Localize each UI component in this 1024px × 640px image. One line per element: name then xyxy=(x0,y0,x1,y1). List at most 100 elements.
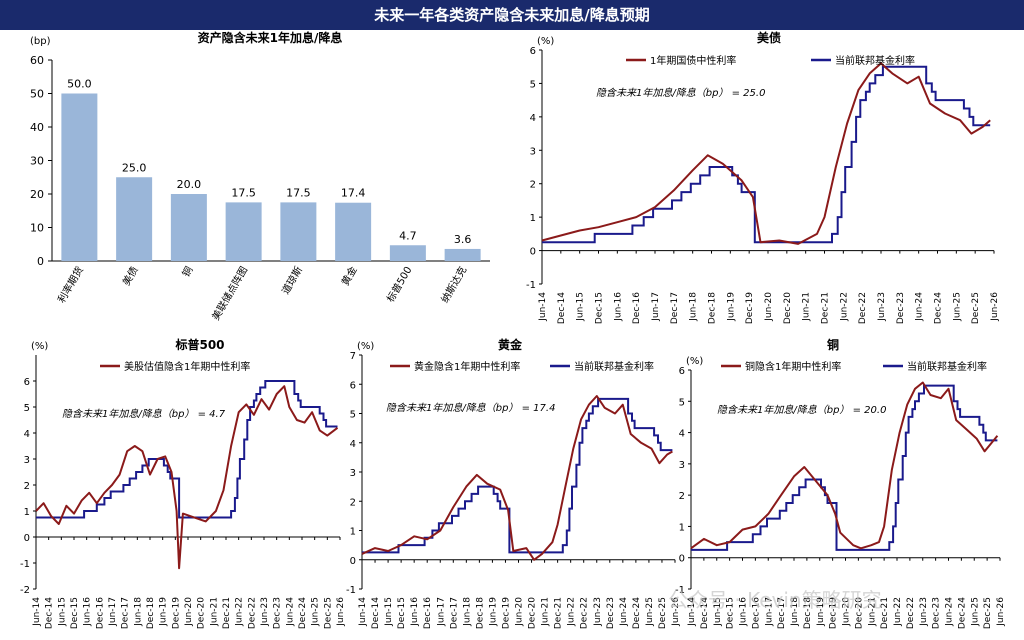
x-tick-label: Dec-25 xyxy=(971,292,981,324)
x-tick-label: Dec-24 xyxy=(934,292,944,324)
bar xyxy=(444,248,481,261)
y-tick-label: 3 xyxy=(24,455,30,466)
y-tick-label: 1 xyxy=(24,507,30,518)
chart-title: 美债 xyxy=(757,30,781,45)
category-label: 黄金 xyxy=(338,264,359,288)
x-tick-label: Dec-23 xyxy=(896,292,906,324)
x-tick-label: Dec-17 xyxy=(121,597,131,629)
x-tick-label: Jun-20 xyxy=(184,597,194,627)
x-tick-label: Dec-17 xyxy=(777,597,787,629)
x-tick-label: Jun-23 xyxy=(593,597,603,627)
x-tick-label: Dec-21 xyxy=(222,597,232,629)
x-tick-label: Jun-20 xyxy=(515,597,525,627)
y-tick-label: 30 xyxy=(30,155,44,168)
y-tick-label: 3 xyxy=(679,460,685,471)
bar xyxy=(389,245,426,261)
x-tick-label: Dec-20 xyxy=(854,597,864,629)
x-tick-label: Jun-26 xyxy=(671,597,681,627)
x-tick-label: Jun-14 xyxy=(358,597,368,627)
chart-title: 资产隐含未来1年加息/降息 xyxy=(198,30,343,45)
series-line-fed-rate xyxy=(542,65,991,244)
x-tick-label: Jun-19 xyxy=(726,292,736,322)
y-tick-label: 0 xyxy=(37,255,44,268)
bar xyxy=(170,194,207,261)
series-line-implied-rate xyxy=(361,395,673,561)
x-tick-label: Jun-24 xyxy=(915,292,925,322)
bar-chart: 资产隐含未来1年加息/降息 (bp) 0 10 20 30 40 50 60 50.0 利率期货 25… xyxy=(30,30,490,322)
x-tick-label: Dec-24 xyxy=(957,597,967,629)
y-tick-label: 1 xyxy=(679,522,685,533)
y-tick-label: 6 xyxy=(679,366,685,377)
legend-label-fed: 当前联邦基金利率 xyxy=(907,360,987,373)
x-tick-label: Jun-25 xyxy=(970,597,980,627)
x-tick-label: Dec-16 xyxy=(632,292,642,324)
x-tick-label: Jun-15 xyxy=(57,597,67,627)
x-tick-label: Dec-23 xyxy=(273,597,283,629)
x-tick-label: Jun-19 xyxy=(488,597,498,627)
x-tick-label: Jun-17 xyxy=(108,597,118,627)
y-tick-label: 3 xyxy=(350,468,356,479)
x-tick-label: Dec-20 xyxy=(783,292,793,324)
x-tick-label: Dec-22 xyxy=(858,292,868,324)
category-label: 标普500 xyxy=(384,264,415,304)
x-tick-label: Jun-26 xyxy=(990,292,1000,322)
y-tick-label: 0 xyxy=(679,554,685,565)
x-tick-label: Dec-16 xyxy=(95,597,105,629)
x-tick-label: Dec-16 xyxy=(423,597,433,629)
x-tick-label: Dec-17 xyxy=(449,597,459,629)
annotation: 隐含未来1年加息/降息（bp） = 20.0 xyxy=(717,404,886,416)
y-tick-label: 10 xyxy=(30,222,44,235)
y-tick-label: 1 xyxy=(350,527,356,538)
data-label: 17.5 xyxy=(231,186,256,199)
y-tick-label: 5 xyxy=(530,79,536,90)
y-tick-label: 7 xyxy=(350,351,356,362)
y-tick-label: 3 xyxy=(530,146,536,157)
x-tick-label: Jun-15 xyxy=(576,292,586,322)
x-tick-label: Jun-22 xyxy=(839,292,849,322)
x-tick-label: Jun-15 xyxy=(384,597,394,627)
x-tick-label: Jun-24 xyxy=(285,597,295,627)
y-tick-label: 4 xyxy=(24,429,30,440)
x-tick-label: Dec-18 xyxy=(803,597,813,629)
y-tick-label: 0 xyxy=(530,247,536,258)
y-axis-unit: (%) xyxy=(31,341,48,352)
y-tick-label: 0 xyxy=(24,533,30,544)
y-tick-label: 5 xyxy=(679,397,685,408)
x-tick-label: Jun-18 xyxy=(689,292,699,322)
x-tick-label: Jun-22 xyxy=(893,597,903,627)
x-tick-label: Dec-21 xyxy=(554,597,564,629)
x-tick-label: Dec-22 xyxy=(906,597,916,629)
x-tick-label: Dec-19 xyxy=(829,597,839,629)
x-tick-label: Jun-20 xyxy=(764,292,774,322)
y-axis-unit: (%) xyxy=(686,356,703,367)
x-tick-label: Dec-18 xyxy=(708,292,718,324)
y-axis-unit: (bp) xyxy=(30,36,51,47)
x-tick-label: Dec-17 xyxy=(670,292,680,324)
watermark: 公众号 · Kevin策略研究 xyxy=(668,588,882,612)
x-tick-label: Dec-19 xyxy=(501,597,511,629)
series-line-implied-rate xyxy=(541,62,991,245)
annotation: 隐含未来1年加息/降息（bp） = 25.0 xyxy=(596,87,765,99)
y-tick-label: -1 xyxy=(526,280,536,291)
x-tick-label: Dec-15 xyxy=(595,292,605,324)
x-tick-label: Jun-16 xyxy=(613,292,623,322)
data-label: 25.0 xyxy=(122,161,147,174)
x-tick-label: Jun-22 xyxy=(235,597,245,627)
data-label: 3.6 xyxy=(454,233,472,246)
legend-label-fed: 当前联邦基金利率 xyxy=(835,54,915,67)
x-tick-label: Dec-21 xyxy=(880,597,890,629)
y-tick-label: 5 xyxy=(24,403,30,414)
y-tick-label: -1 xyxy=(20,559,30,570)
x-tick-label: Jun-14 xyxy=(538,292,548,322)
legend-label-implied: 铜隐含1年期中性利率 xyxy=(745,360,841,373)
category-label: 利率期货 xyxy=(55,264,86,305)
bar xyxy=(225,202,262,261)
chart-title: 标普500 xyxy=(174,337,224,352)
x-tick-label: Jun-25 xyxy=(952,292,962,322)
x-tick-label: Dec-15 xyxy=(397,597,407,629)
x-tick-label: Jun-16 xyxy=(410,597,420,627)
data-label: 50.0 xyxy=(67,78,92,91)
